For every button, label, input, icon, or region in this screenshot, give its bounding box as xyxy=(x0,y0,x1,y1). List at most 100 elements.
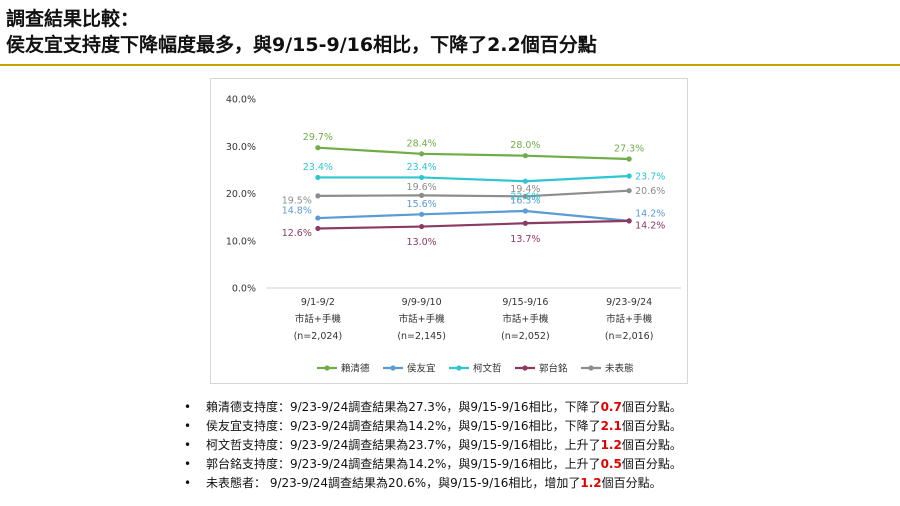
bullet-text-end: 個百分點。 xyxy=(621,400,682,414)
x-category-label: 市話+手機 xyxy=(295,313,341,325)
bullet-text-end: 個百分點。 xyxy=(621,419,682,433)
data-point xyxy=(522,220,528,226)
data-point xyxy=(419,192,425,198)
data-label: 23.7% xyxy=(635,172,665,183)
x-category-label: 9/1-9/2 xyxy=(301,297,335,308)
bullet-text-main: 侯友宜支持度：9/23-9/24調查結果為14.2%，與9/15-9/16相比，… xyxy=(206,419,601,433)
data-label: 13.0% xyxy=(407,237,437,248)
series-line-2 xyxy=(317,209,630,223)
bullet-marker: • xyxy=(184,438,192,452)
series-line-3 xyxy=(317,174,630,183)
data-point xyxy=(315,225,321,232)
legend-entry: 未表態 xyxy=(605,363,634,375)
legend-marker xyxy=(522,365,528,371)
data-point xyxy=(419,151,425,157)
series-line-1 xyxy=(317,146,630,161)
bullet-item: • 未表態者： 9/23-9/24調查結果為20.6%，與9/15-9/16相比，… xyxy=(184,474,884,493)
bullet-text-end: 個百分點。 xyxy=(601,476,662,490)
data-label: 28.0% xyxy=(510,140,540,151)
bullet-text: 未表態者： 9/23-9/24調查結果為20.6%，與9/15-9/16相比，增… xyxy=(206,474,662,493)
data-label: 23.4% xyxy=(407,162,437,173)
bullet-text: 賴清德支持度：9/23-9/24調查結果為27.3%，與9/15-9/16相比，… xyxy=(206,398,682,417)
data-label: 12.6% xyxy=(282,228,312,239)
data-point xyxy=(626,188,632,194)
bullet-item: • 賴清德支持度：9/23-9/24調查結果為27.3%，與9/15-9/16相比… xyxy=(184,398,884,417)
data-label: 22.6% xyxy=(510,192,540,203)
y-tick-label: 40.0% xyxy=(226,95,256,106)
data-point xyxy=(626,218,632,224)
bullet-item: • 侯友宜支持度：9/23-9/24調查結果為14.2%，與9/15-9/16相比… xyxy=(184,417,884,436)
bullet-text-main: 賴清德支持度：9/23-9/24調查結果為27.3%，與9/15-9/16相比，… xyxy=(206,400,601,414)
data-point xyxy=(522,153,528,159)
bullet-highlight-value: 0.7 xyxy=(600,400,622,414)
bullet-marker: • xyxy=(184,476,192,490)
bullet-text-end: 個百分點。 xyxy=(621,438,682,452)
x-category-label: 9/9-9/10 xyxy=(402,297,442,308)
x-category-label: (n=2,024) xyxy=(294,331,343,342)
data-label: 14.2% xyxy=(635,220,665,231)
y-tick-label: 20.0% xyxy=(226,189,256,200)
chart-canvas: 40.0% 30.0% 20.0% 10.0% 0.0% 9/1-9/2 市話+手機 (n=2… xyxy=(226,95,681,375)
data-label: 14.2% xyxy=(635,208,665,219)
x-category-label: 市話+手機 xyxy=(606,313,652,325)
data-label: 16.3% xyxy=(510,195,540,206)
x-category-label: 9/23-9/24 xyxy=(606,297,652,308)
data-label: 27.3% xyxy=(614,144,644,155)
data-label: 15.6% xyxy=(407,199,437,210)
bullet-highlight-value: 0.5 xyxy=(600,457,622,471)
data-label: 20.6% xyxy=(635,186,665,197)
x-category-label: (n=2,145) xyxy=(397,331,446,342)
data-point xyxy=(522,193,528,199)
legend-marker xyxy=(588,365,594,371)
bullet-text: 侯友宜支持度：9/23-9/24調查結果為14.2%，與9/15-9/16相比，… xyxy=(206,417,682,436)
data-label: 19.4% xyxy=(510,184,540,195)
y-tick-label: 30.0% xyxy=(226,142,256,153)
data-point xyxy=(419,174,425,181)
legend-entry: 侯友宜 xyxy=(407,363,436,375)
bullet-text: 郭台銘支持度：9/23-9/24調查結果為14.2%，與9/15-9/16相比，… xyxy=(206,455,682,474)
x-category-label: (n=2,052) xyxy=(501,331,550,342)
data-label: 23.4% xyxy=(303,162,333,173)
data-point xyxy=(419,223,425,230)
line-chart: 40.0% 30.0% 20.0% 10.0% 0.0% 9/1-9/2 市話+手機 (n=2… xyxy=(210,78,688,384)
bullet-item: • 郭台銘支持度：9/23-9/24調查結果為14.2%，與9/15-9/16相比… xyxy=(184,455,884,474)
slide-title-line1: 調查結果比較： xyxy=(6,8,140,30)
data-point xyxy=(626,156,632,162)
data-point xyxy=(315,145,321,151)
legend-marker xyxy=(324,365,330,371)
legend-marker xyxy=(456,365,462,371)
title-divider xyxy=(0,64,900,66)
data-label: 13.7% xyxy=(510,234,540,245)
bullet-highlight-value: 1.2 xyxy=(600,438,622,452)
data-label: 19.6% xyxy=(407,182,437,193)
data-point xyxy=(626,173,632,179)
legend-entry: 賴清德 xyxy=(341,363,370,375)
y-tick-label: 10.0% xyxy=(226,236,256,247)
data-label: 28.4% xyxy=(407,138,437,149)
bullet-item: • 柯文哲支持度：9/23-9/24調查結果為23.7%，與9/15-9/16相比… xyxy=(184,436,884,455)
bullet-highlight-value: 1.2 xyxy=(580,476,602,490)
bullet-text-end: 個百分點。 xyxy=(621,457,682,471)
x-category-label: 9/15-9/16 xyxy=(502,297,548,308)
data-point xyxy=(315,215,321,221)
legend-entry: 郭台銘 xyxy=(539,363,568,375)
data-point xyxy=(522,208,528,214)
bullet-marker: • xyxy=(184,457,192,471)
title-area: 調查結果比較： 侯友宜支持度下降幅度最多，與9/15-9/16相比，下降了2.2… xyxy=(6,6,896,58)
data-label: 14.8% xyxy=(282,206,312,217)
data-label: 19.5% xyxy=(282,195,312,206)
data-label: 29.7% xyxy=(303,132,333,143)
bullet-list: • 賴清德支持度：9/23-9/24調查結果為27.3%，與9/15-9/16相比… xyxy=(184,398,884,493)
slide-title-line2: 侯友宜支持度下降幅度最多，與9/15-9/16相比，下降了2.2個百分點 xyxy=(6,34,597,56)
x-category-label: 市話+手機 xyxy=(399,313,445,325)
series-line-4 xyxy=(317,219,630,230)
x-category-label: (n=2,016) xyxy=(605,331,654,342)
x-category-label: 市話+手機 xyxy=(502,313,548,325)
data-point xyxy=(419,211,425,217)
legend-entry: 柯文哲 xyxy=(473,363,502,375)
data-point xyxy=(522,178,528,184)
bullet-text-main: 柯文哲支持度：9/23-9/24調查結果為23.7%，與9/15-9/16相比，… xyxy=(206,438,601,452)
data-point xyxy=(315,174,321,181)
series-line-5 xyxy=(317,189,630,198)
bullet-text-main: 郭台銘支持度：9/23-9/24調查結果為14.2%，與9/15-9/16相比，… xyxy=(206,457,601,471)
